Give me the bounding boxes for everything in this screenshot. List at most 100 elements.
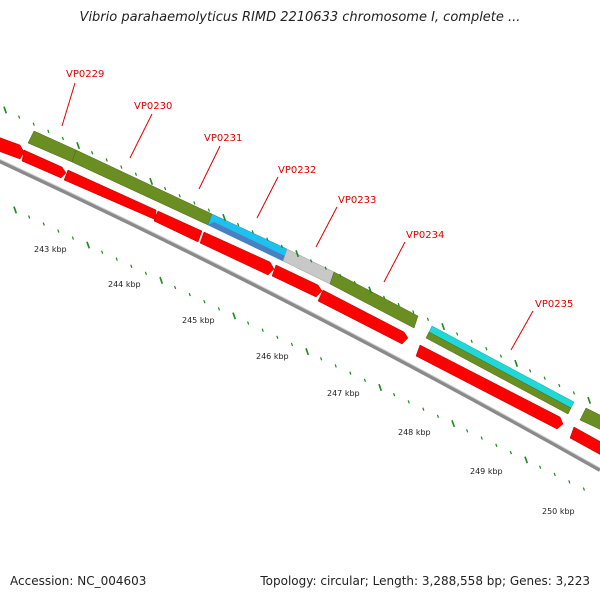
tick-mark [451, 420, 456, 428]
coordinate-label-248: 248 kbp [398, 428, 431, 437]
map-title: Vibrio parahaemolyticus RIMD 2210633 chr… [79, 10, 521, 25]
tick-mark [568, 480, 571, 484]
tick-mark [553, 472, 556, 477]
tick-mark [251, 230, 254, 234]
tick-mark [368, 286, 373, 294]
tick-mark [397, 302, 400, 307]
gene-leader-line [510, 310, 534, 351]
tick-mark [353, 281, 357, 285]
cds-feature[interactable] [208, 222, 285, 261]
tick-mark [456, 332, 459, 336]
cds-feature[interactable] [425, 331, 572, 415]
tick-mark [393, 393, 396, 397]
tick-mark [203, 299, 206, 304]
tick-mark [276, 335, 279, 339]
gene-label-vp0235[interactable]: VP0235 [535, 299, 573, 310]
tick-mark [320, 357, 323, 361]
tick-mark [441, 323, 446, 331]
gene-label-vp0231[interactable]: VP0231 [204, 133, 242, 144]
tick-mark [426, 317, 430, 321]
tick-mark [582, 487, 586, 491]
tick-mark [514, 359, 519, 367]
tick-mark [130, 264, 133, 268]
gene-feature[interactable] [0, 134, 25, 160]
gene-feature[interactable] [153, 210, 203, 243]
tick-mark [101, 250, 104, 254]
genome-summary-text: Topology: circular; Length: 3,288,558 bp… [260, 574, 590, 588]
gene-feature[interactable] [415, 344, 564, 430]
tick-mark [499, 354, 503, 358]
tick-mark [509, 450, 513, 455]
tick-mark [363, 378, 367, 383]
gene-leader-line [256, 176, 279, 219]
gene-label-vp0229[interactable]: VP0229 [66, 69, 104, 80]
tick-mark [466, 429, 469, 433]
tick-mark [290, 342, 294, 347]
gene-feature[interactable] [271, 264, 323, 298]
gene-label-vp0233[interactable]: VP0233 [338, 195, 376, 206]
tick-mark [32, 122, 35, 126]
inner-tick-row [13, 206, 586, 491]
tick-mark [558, 383, 561, 388]
tick-mark [237, 222, 240, 227]
tick-mark [232, 312, 237, 320]
backbone-ring [0, 159, 600, 472]
tick-mark [159, 276, 164, 284]
gene-feature[interactable] [21, 149, 67, 179]
tick-mark [280, 244, 284, 249]
gene-leader-line [315, 206, 338, 248]
gene-feature[interactable] [199, 231, 275, 276]
tick-mark [587, 396, 592, 404]
tick-mark [28, 215, 31, 219]
tick-mark [178, 194, 181, 198]
coordinate-label-244: 244 kbp [108, 280, 141, 289]
tick-mark [572, 391, 576, 395]
tick-mark [261, 328, 264, 332]
tick-mark [91, 151, 94, 155]
accession-text: Accession: NC_004603 [10, 574, 147, 588]
gene-leader-line [61, 82, 76, 127]
tick-mark [305, 348, 310, 356]
gene-feature[interactable] [317, 289, 409, 345]
gene-label-vp0234[interactable]: VP0234 [406, 230, 444, 241]
tick-mark [57, 229, 60, 233]
tick-mark [174, 285, 177, 290]
tick-mark [222, 213, 227, 221]
gene-label-vp0230[interactable]: VP0230 [134, 101, 172, 112]
tick-mark [266, 237, 269, 241]
cds-feature[interactable] [579, 407, 600, 434]
tick-mark [436, 414, 440, 419]
gene-label-vp0232[interactable]: VP0232 [278, 165, 316, 176]
coordinate-label-246: 246 kbp [256, 352, 289, 361]
cds-feature[interactable] [329, 271, 419, 329]
gene-leader-line [383, 241, 406, 283]
tick-mark [134, 172, 138, 176]
tick-mark [543, 376, 546, 380]
tick-mark [529, 369, 532, 373]
tick-mark [207, 208, 211, 212]
tick-mark [188, 292, 191, 297]
tick-mark [324, 266, 327, 270]
tick-mark [193, 201, 196, 205]
gene-feature[interactable] [569, 426, 600, 460]
tick-mark [495, 443, 498, 448]
gene-leader-line [198, 145, 221, 190]
tick-mark [144, 271, 148, 276]
tick-mark [120, 165, 123, 169]
tick-mark [105, 158, 108, 162]
tick-mark [13, 206, 18, 214]
tick-mark [76, 142, 81, 150]
tick-mark [217, 307, 221, 311]
tick-mark [61, 136, 65, 141]
tick-mark [470, 339, 473, 343]
tick-mark [3, 106, 8, 114]
tick-mark [164, 186, 167, 191]
outer-tick-row [3, 106, 592, 404]
tick-mark [407, 400, 410, 404]
tick-mark [115, 257, 118, 261]
tick-mark [47, 129, 50, 134]
tick-mark [247, 321, 250, 325]
tick-mark [42, 222, 45, 226]
tick-mark [524, 456, 529, 464]
